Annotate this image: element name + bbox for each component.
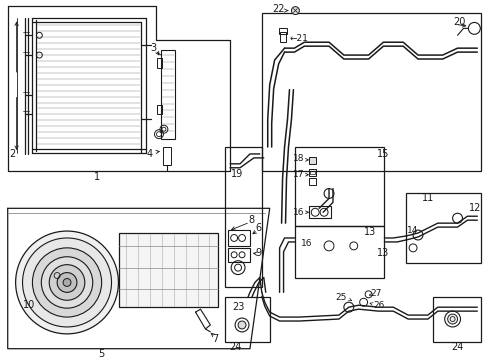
Text: 3: 3 [150,43,156,53]
Bar [119,233,218,307]
Text: 13: 13 [377,248,389,258]
Circle shape [16,231,118,334]
Circle shape [57,273,77,292]
Bar [161,50,174,139]
Bar [261,13,480,171]
Text: 18: 18 [292,154,304,163]
Text: 16: 16 [292,208,304,217]
Text: 10: 10 [22,300,35,310]
Bar [295,147,384,226]
Bar [225,147,261,287]
Bar [308,206,330,218]
Text: 27: 27 [370,289,381,298]
Text: 24: 24 [228,342,241,352]
Circle shape [447,314,457,324]
Text: 5: 5 [98,348,104,359]
Text: 17: 17 [292,170,304,179]
Bar [279,32,285,42]
Circle shape [238,321,245,329]
Text: 6: 6 [255,223,262,233]
Bar [308,178,316,185]
Text: 2: 2 [9,149,16,159]
Circle shape [291,6,299,14]
Bar [157,58,162,68]
Circle shape [41,257,93,308]
Text: 26: 26 [373,301,384,310]
Text: 7: 7 [212,334,218,344]
Text: 25: 25 [335,293,346,302]
Text: 24: 24 [450,342,463,352]
Text: ←21: ←21 [289,34,308,43]
Text: 23: 23 [232,302,244,312]
Text: 1: 1 [93,172,100,182]
Text: 11: 11 [421,193,433,203]
Bar [225,297,269,342]
Text: 12: 12 [468,203,480,213]
Bar [308,157,316,164]
Text: 13: 13 [364,227,376,237]
Text: 15: 15 [376,149,388,159]
Circle shape [63,279,71,287]
Text: 20: 20 [453,17,465,27]
Bar [295,226,384,278]
Text: 4: 4 [146,149,153,159]
Bar [432,297,480,342]
Bar [157,104,162,114]
Bar [406,193,480,263]
Text: 8: 8 [247,215,254,225]
Text: 9: 9 [255,248,262,258]
Bar [163,147,170,165]
Text: 16: 16 [301,239,312,248]
Text: 14: 14 [407,226,418,235]
Circle shape [32,248,102,317]
Bar [228,230,249,246]
Bar [309,171,315,174]
Bar [228,248,249,262]
Bar [308,169,316,176]
Text: 22: 22 [271,4,284,14]
Bar [278,28,286,34]
Circle shape [49,265,84,300]
Circle shape [22,238,111,327]
Text: 19: 19 [230,169,243,179]
